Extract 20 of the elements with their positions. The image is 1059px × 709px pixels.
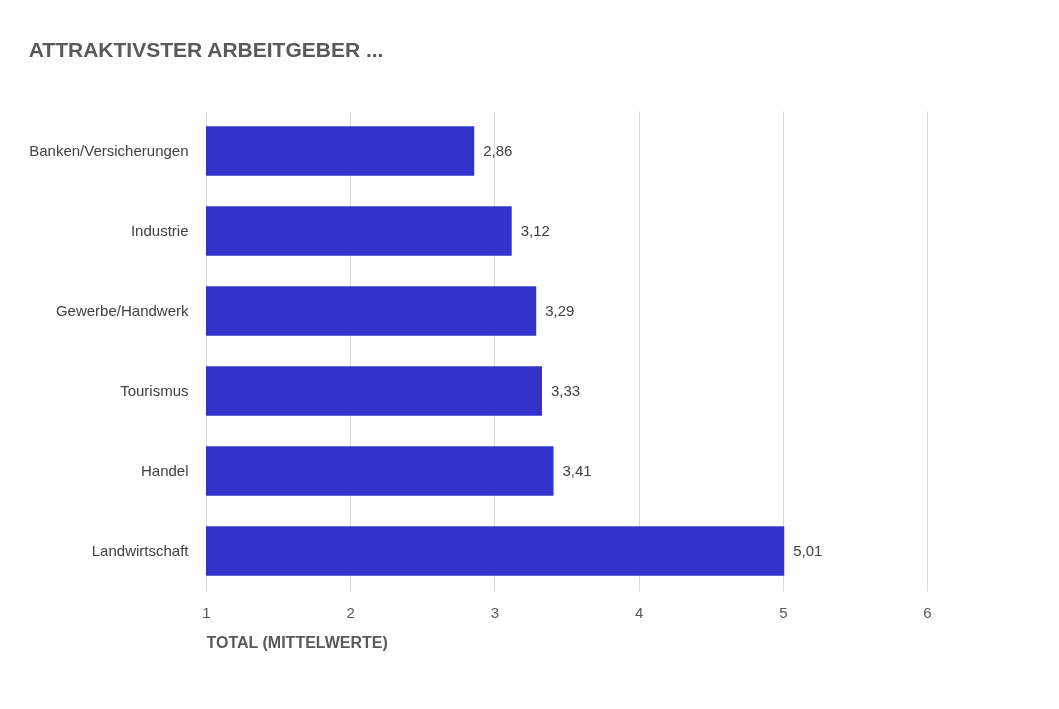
x-tick-label: 1: [202, 603, 211, 621]
data-label: 3,29: [545, 302, 575, 319]
x-axis-title: TOTAL (MITTELWERTE): [206, 633, 388, 651]
x-tick-label: 3: [490, 603, 500, 621]
y-tick-label: Industrie: [130, 222, 189, 239]
y-tick-label: Tourismus: [120, 382, 189, 399]
data-label: 3,12: [520, 222, 550, 239]
data-label: 3,33: [550, 382, 581, 399]
x-tick-label: 5: [779, 603, 788, 621]
x-tick-label: 6: [923, 603, 932, 621]
y-tick-label: Landwirtschaft: [91, 542, 190, 559]
x-tick-label: 2: [346, 603, 355, 621]
y-tick-label: Gewerbe/Handwerk: [55, 302, 189, 319]
y-tick-label: Handel: [140, 462, 189, 479]
data-label: 5,01: [793, 542, 823, 559]
data-label: 2,86: [483, 142, 513, 159]
chart-title: ATTRAKTIVSTER ARBEITGEBER ...: [28, 38, 384, 61]
data-label: 3,41: [562, 462, 592, 479]
y-tick-label: Banken/Versicherungen: [29, 142, 189, 159]
x-tick-label: 4: [634, 603, 644, 621]
